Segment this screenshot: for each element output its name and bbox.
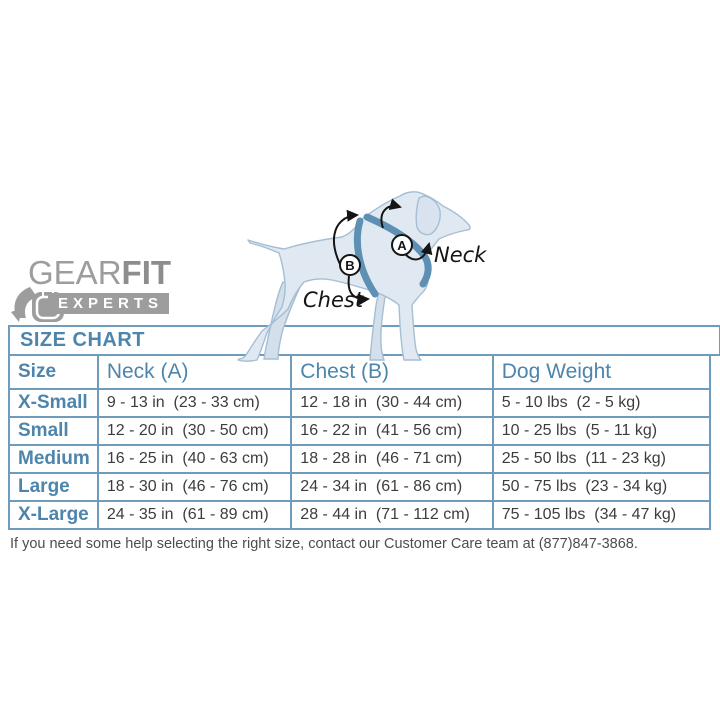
dog-body	[237, 191, 471, 362]
size-cell: X-Large	[8, 500, 99, 530]
harness-neck-strap	[363, 213, 432, 288]
dog-far-hind-leg	[263, 281, 304, 360]
brand-experts-badge: EXPERTS	[48, 293, 170, 314]
brand-fit: FIT	[121, 254, 172, 291]
neck-cell: 12 - 20 in (30 - 50 cm)	[96, 416, 293, 446]
chest-cell: 24 - 34 in (61 - 86 cm)	[290, 472, 494, 502]
brand-gear: GEAR	[28, 254, 122, 291]
weight-cell: 5 - 10 lbs (2 - 5 kg)	[491, 388, 712, 418]
marker-b-circle	[339, 254, 361, 276]
table-row: Small 12 - 20 in (30 - 50 cm) 16 - 22 in (…	[8, 416, 712, 446]
weight-cell: 75 - 105 lbs (34 - 47 kg)	[491, 500, 712, 530]
neck-top-arrow	[380, 198, 402, 229]
column-header-neck: Neck (A)	[96, 354, 293, 390]
chest-measure-arrow	[347, 275, 370, 306]
dog-far-front-leg	[369, 289, 387, 361]
neck-cell: 9 - 13 in (23 - 33 cm)	[96, 388, 293, 418]
marker-a-label: A	[397, 238, 407, 253]
size-chart-title: SIZE CHART	[20, 329, 145, 351]
table-row: X-Small 9 - 13 in (23 - 33 cm) 12 - 18 in …	[8, 388, 712, 418]
table-row: X-Large 24 - 35 in (61 - 89 cm) 28 - 44 in…	[8, 500, 712, 530]
chest-cell: 12 - 18 in (30 - 44 cm)	[290, 388, 494, 418]
chest-cell: 28 - 44 in (71 - 112 cm)	[290, 500, 494, 530]
chest-cell: 16 - 22 in (41 - 56 cm)	[290, 416, 494, 446]
size-cell: Large	[8, 472, 99, 502]
dog-harness-diagram: B A Chest Neck	[237, 191, 487, 362]
size-cell: Small	[8, 416, 99, 446]
neck-label: Neck	[434, 243, 487, 267]
neck-hook-arrow	[404, 242, 433, 261]
size-chart-table: Size Neck (A) Chest (B) Dog Weight X-Sma…	[8, 354, 712, 530]
table-row: Medium 16 - 25 in (40 - 63 cm) 18 - 28 in …	[8, 444, 712, 474]
column-header-size: Size	[8, 354, 99, 390]
weight-cell: 50 - 75 lbs (23 - 34 kg)	[491, 472, 712, 502]
column-header-chest: Chest (B)	[290, 354, 494, 390]
weight-cell: 10 - 25 lbs (5 - 11 kg)	[491, 416, 712, 446]
size-cell: Medium	[8, 444, 99, 474]
marker-a-circle	[391, 234, 413, 256]
marker-b-label: B	[345, 258, 354, 273]
brand-name: GEARFIT	[28, 256, 171, 290]
size-chart-title-bar: SIZE CHART	[8, 325, 720, 356]
table-row: Large 18 - 30 in (46 - 76 cm) 24 - 34 in (…	[8, 472, 712, 502]
chest-cell: 18 - 28 in (46 - 71 cm)	[290, 444, 494, 474]
harness-girth-strap	[353, 217, 379, 298]
neck-cell: 24 - 35 in (61 - 89 cm)	[96, 500, 293, 530]
size-cell: X-Small	[8, 388, 99, 418]
neck-cell: 16 - 25 in (40 - 63 cm)	[96, 444, 293, 474]
gearfit-logo: GEARFIT EXPERTS	[11, 256, 212, 322]
neck-cell: 18 - 30 in (46 - 76 cm)	[96, 472, 293, 502]
chest-label: Chest	[303, 288, 364, 312]
weight-cell: 25 - 50 lbs (11 - 23 kg)	[491, 444, 712, 474]
customer-care-note: If you need some help selecting the righ…	[10, 536, 638, 552]
header-row: Size Neck (A) Chest (B) Dog Weight	[8, 354, 712, 390]
column-header-weight: Dog Weight	[491, 354, 712, 390]
dog-ear	[415, 195, 441, 236]
